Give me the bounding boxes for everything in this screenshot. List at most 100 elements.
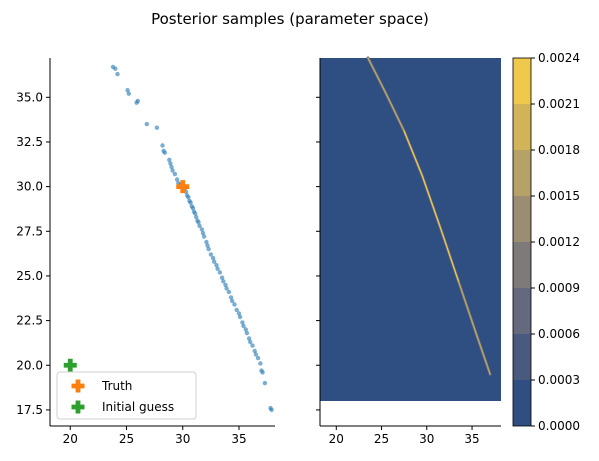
sample-point <box>252 348 257 354</box>
colorbar-band <box>513 104 531 150</box>
colorbar-tick-label: 0.0009 <box>538 281 580 295</box>
sample-point <box>219 275 225 280</box>
sample-point <box>206 246 211 252</box>
figure-title: Posterior samples (parameter space) <box>151 10 429 28</box>
sample-point <box>192 211 198 216</box>
x-tick-label: 20 <box>63 432 78 446</box>
sample-point <box>246 336 252 341</box>
colorbar-band <box>513 196 531 242</box>
sample-point <box>167 157 172 162</box>
sample-point <box>236 311 242 316</box>
sample-point <box>240 320 245 325</box>
sample-point <box>208 252 214 257</box>
sample-point <box>224 286 229 291</box>
sample-point <box>248 339 253 345</box>
sample-point <box>135 98 140 104</box>
sample-point <box>269 407 274 413</box>
sample-point <box>194 214 199 220</box>
sample-point <box>228 295 234 300</box>
colorbar-band <box>513 380 531 426</box>
initial-guess-marker <box>63 358 77 372</box>
sample-point <box>168 161 173 166</box>
heatmap-background <box>320 58 501 401</box>
sample-point <box>223 282 228 288</box>
y-tick-label: 32.5 <box>16 135 43 149</box>
sample-point <box>205 243 210 248</box>
y-tick-label: 17.5 <box>16 403 43 417</box>
heatmap-panel: 20 25 30 35 <box>316 56 501 446</box>
sample-point <box>174 177 180 182</box>
legend-marker <box>71 379 85 393</box>
truth-marker <box>176 180 190 194</box>
sample-point <box>214 263 219 268</box>
colorbar-tick-label: 0.0012 <box>538 235 580 249</box>
legend-box <box>56 371 197 420</box>
sample-point <box>258 361 263 366</box>
legend-label: Initial guess <box>102 400 174 414</box>
sample-point <box>237 314 243 320</box>
sample-point <box>190 205 196 211</box>
sample-point <box>212 259 217 264</box>
x-tick-label: 20 <box>329 432 344 446</box>
x-tick-label: 25 <box>374 432 389 446</box>
x-tick-label: 25 <box>119 432 134 446</box>
legend-marker <box>71 400 85 414</box>
sample-point <box>162 150 167 155</box>
sample-point <box>201 234 207 239</box>
colorbar-tick-label: 0.0024 <box>538 51 580 65</box>
y-tick-label: 22.5 <box>16 314 43 328</box>
sample-point <box>199 227 205 232</box>
colorbar-band <box>513 242 531 288</box>
sample-point <box>200 230 206 236</box>
y-tick-label: 35.0 <box>16 90 43 104</box>
legend-label: Truth <box>101 379 132 393</box>
heatmap-image <box>320 56 501 401</box>
reference-markers <box>63 180 190 372</box>
sample-point <box>215 266 220 271</box>
sample-point <box>160 143 165 148</box>
sample-point <box>210 255 216 261</box>
scatter-axes: 20 25 30 35 17.5 20.0 22.5 25.0 27.5 30.0 32.5 35.0 <box>16 58 275 446</box>
colorbar-tick-label: 0.0006 <box>538 327 580 341</box>
colorbar-tick-label: 0.0021 <box>538 97 580 111</box>
colorbar-tick-label: 0.0018 <box>538 143 580 157</box>
sample-point <box>196 220 201 225</box>
sample-point <box>232 302 237 307</box>
sample-point <box>250 343 255 348</box>
sample-point <box>230 298 235 304</box>
sample-point <box>241 323 246 329</box>
legend: Truth Initial guess <box>56 371 197 420</box>
colorbar-band <box>513 334 531 380</box>
sample-point <box>197 223 202 229</box>
sample-point <box>169 164 174 170</box>
y-tick-label: 25.0 <box>16 269 43 283</box>
sample-point <box>243 327 248 332</box>
sample-point <box>255 355 261 361</box>
colorbar: 0.0000 0.0003 0.0006 0.0009 0.0012 0.0015 0.00… <box>512 51 580 433</box>
colorbar-tick-label: 0.0003 <box>538 373 580 387</box>
colorbar-band <box>513 288 531 334</box>
scatter-panel: 20 25 30 35 17.5 20.0 22.5 25.0 27.5 30.0 32.5 35.0… <box>16 58 275 446</box>
sample-point <box>170 168 175 173</box>
sample-point <box>188 200 193 205</box>
y-tick-label: 20.0 <box>16 358 43 372</box>
posterior-samples <box>110 64 274 413</box>
sample-point <box>204 239 209 245</box>
sample-point <box>113 66 118 71</box>
x-tick-label: 35 <box>464 432 479 446</box>
sample-point <box>260 370 265 375</box>
sample-point <box>234 307 239 313</box>
sample-point <box>144 121 149 127</box>
y-tick-label: 27.5 <box>16 224 43 238</box>
ridge-core <box>403 130 460 282</box>
sample-point <box>126 91 131 96</box>
colorbar-tick-label: 0.0000 <box>538 419 580 433</box>
colorbar-band <box>513 150 531 196</box>
x-tick-label: 30 <box>175 432 190 446</box>
sample-point <box>244 330 250 336</box>
sample-point <box>262 380 268 386</box>
x-tick-label: 30 <box>419 432 434 446</box>
heatmap-axes: 20 25 30 35 <box>316 58 501 446</box>
colorbar-tick-label: 0.0015 <box>538 189 580 203</box>
